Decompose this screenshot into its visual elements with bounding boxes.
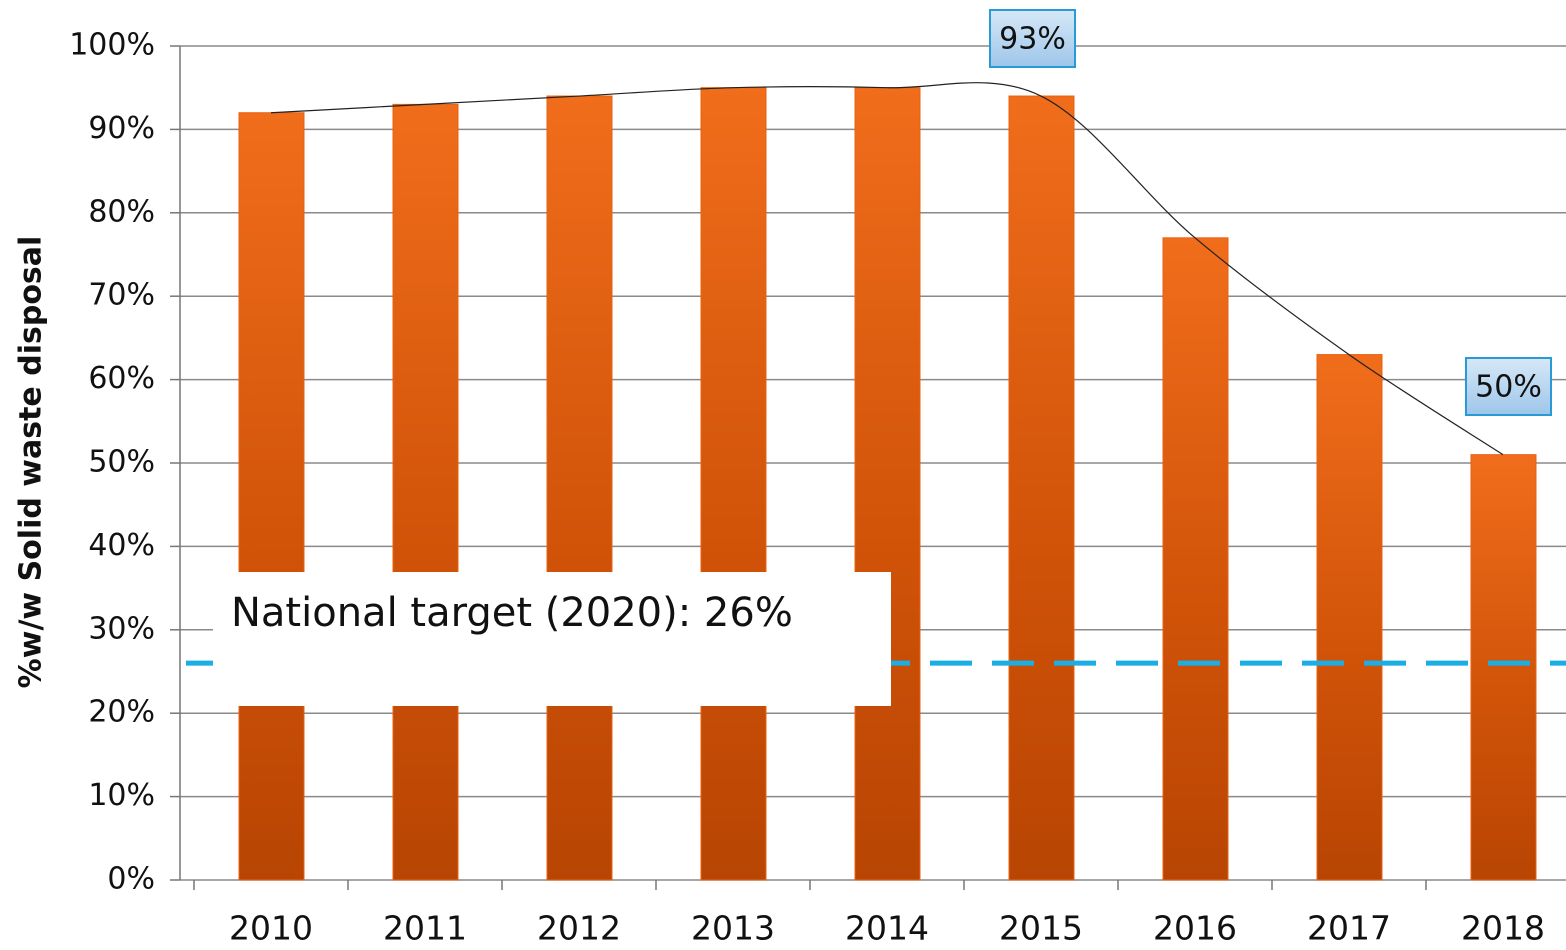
annotation: 50% xyxy=(1475,370,1542,405)
y-tick-label: 10% xyxy=(88,778,155,813)
bar xyxy=(700,87,767,881)
bar xyxy=(1008,95,1075,881)
bar xyxy=(854,87,921,881)
annotation-box xyxy=(989,9,1076,68)
y-tick-label: 60% xyxy=(88,361,155,396)
y-tick-label: 80% xyxy=(88,194,155,229)
x-tick-label: 2017 xyxy=(1307,909,1391,948)
bar xyxy=(392,103,459,881)
bar xyxy=(238,112,305,881)
annotation: 93% xyxy=(999,22,1066,57)
bar xyxy=(546,95,613,881)
x-tick-label: 2014 xyxy=(845,909,929,948)
y-tick-label: 100% xyxy=(69,28,155,63)
x-tick-label: 2010 xyxy=(229,909,313,948)
trendline xyxy=(270,82,1504,456)
target-label: National target (2020): 26% xyxy=(213,572,891,706)
y-tick-label: 70% xyxy=(88,278,155,313)
bar xyxy=(1316,354,1383,881)
y-axis-label: %w/w Solid waste disposal xyxy=(14,236,49,689)
x-tick-label: 2012 xyxy=(537,909,621,948)
bar xyxy=(1470,454,1537,881)
x-tick-label: 2015 xyxy=(999,909,1083,948)
y-tick-label: 40% xyxy=(88,528,155,563)
x-tick-label: 2013 xyxy=(691,909,775,948)
y-tick-label: 30% xyxy=(88,611,155,646)
y-tick-label: 0% xyxy=(107,862,155,897)
y-tick-label: 90% xyxy=(88,111,155,146)
bar xyxy=(1162,237,1229,881)
y-tick-label: 20% xyxy=(88,695,155,730)
x-tick-label: 2018 xyxy=(1461,909,1545,948)
x-tick-label: 2016 xyxy=(1153,909,1237,948)
y-tick-label: 50% xyxy=(88,445,155,480)
annotation-box xyxy=(1465,357,1552,416)
x-tick-label: 2011 xyxy=(383,909,467,948)
